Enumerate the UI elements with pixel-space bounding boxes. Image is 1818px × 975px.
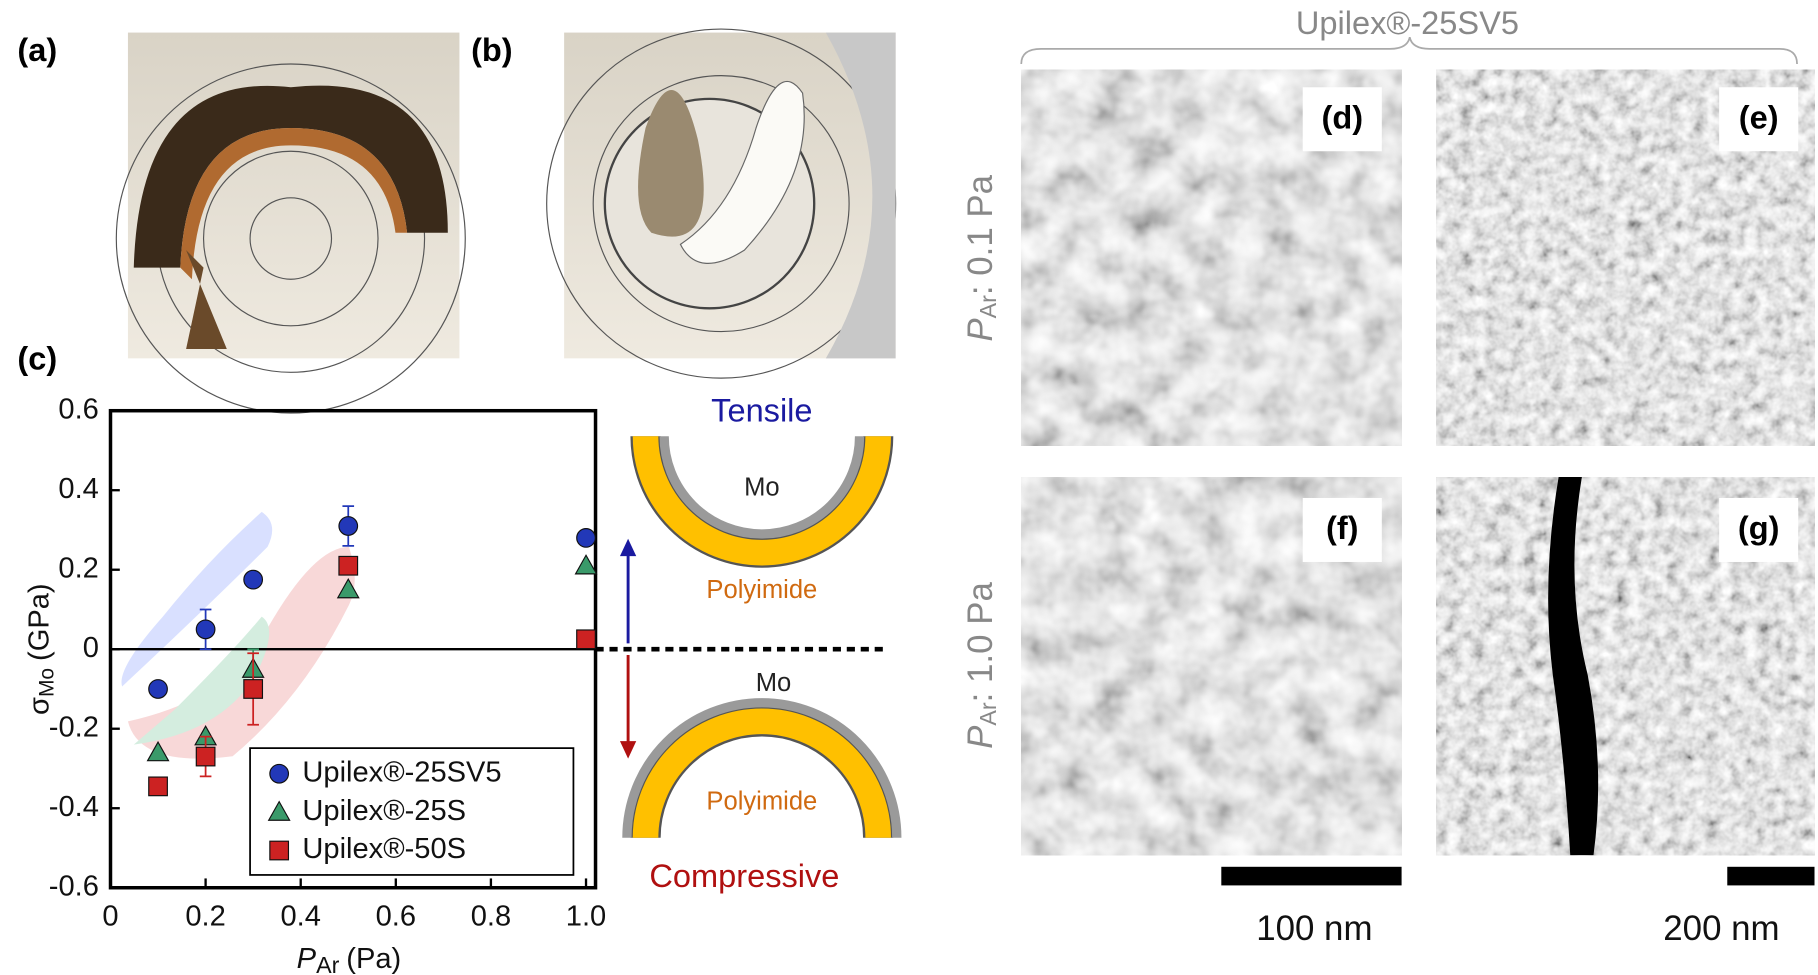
row-sub: Ar [975, 702, 1001, 726]
x-tick-label: 1.0 [566, 901, 606, 933]
marker [338, 555, 359, 576]
tensile-label: Tensile [711, 393, 812, 429]
legend-label: Upilex®-25S [302, 795, 466, 827]
x-tick-label: 0.6 [376, 901, 416, 933]
x-axis-label: PAr (Pa) [297, 943, 402, 975]
marker [576, 629, 596, 650]
layer-label: Mo [756, 669, 792, 697]
y-label-symbol: σ [23, 697, 55, 715]
panel-label: (e) [1739, 99, 1779, 135]
y-tick-label: -0.4 [49, 791, 99, 823]
marker [146, 740, 170, 762]
panel-label: (g) [1738, 510, 1780, 546]
photo-b [546, 28, 897, 379]
x-label-symbol: P [297, 943, 317, 975]
x-tick-label: 0.2 [185, 901, 225, 933]
row-text: : 0.1 Pa [961, 174, 1000, 295]
row-symbol: P [961, 318, 1000, 342]
panel-label: (d) [1321, 99, 1363, 135]
legend-box [249, 747, 575, 876]
marker [574, 554, 598, 575]
chart: PAr (Pa) σMo(GPa) 0.60.40.20-0.2-0.4-0.60… [23, 393, 887, 975]
marker [148, 776, 168, 797]
y-tick-label: -0.2 [49, 711, 99, 743]
marker [576, 528, 596, 548]
scale-label: 200 nm [1663, 909, 1779, 948]
legend-marker [269, 763, 290, 784]
trend-bands [121, 511, 355, 759]
marker [243, 679, 264, 699]
panel-label: (f) [1326, 510, 1359, 546]
scale-label: 100 nm [1256, 909, 1372, 948]
layer-label: Mo [744, 473, 780, 501]
y-tick-label: 0 [83, 632, 99, 664]
scale-bar [1727, 866, 1815, 886]
substrate-label: Polyimide [706, 788, 817, 816]
y-axis-label: σMo (GPa) [23, 583, 58, 715]
legend-label: Upilex®-25SV5 [302, 756, 501, 788]
x-label-unit: (Pa) [346, 943, 401, 975]
stress-diagram: Tensile Mo Polyimide Mo Polyimide Compre… [619, 393, 902, 894]
y-tick-label: 0.4 [58, 473, 98, 505]
panel-label: (c) [17, 340, 57, 376]
panel-label: (b) [471, 32, 513, 68]
row-label: PAr: 0.1 Pa [961, 174, 1001, 341]
legend-marker [269, 840, 290, 861]
photo-a [115, 32, 466, 414]
x-tick-label: 0.4 [280, 901, 320, 933]
scale-bar [1221, 866, 1402, 886]
y-tick-label: 0.6 [58, 393, 98, 425]
marker [338, 516, 359, 536]
legend-marker [267, 800, 291, 821]
y-label-unit: (GPa) [23, 583, 55, 661]
marker [195, 619, 216, 640]
brace [1020, 37, 1798, 65]
sem-title: Upilex®-25SV5 [1296, 5, 1519, 41]
row-text: : 1.0 Pa [961, 582, 1000, 703]
marker [148, 679, 168, 699]
sem-images [1021, 69, 1815, 856]
row-label: PAr: 1.0 Pa [961, 582, 1001, 749]
row-sub: Ar [975, 295, 1001, 319]
y-tick-label: 0.2 [58, 552, 98, 584]
substrate-label: Polyimide [706, 576, 817, 604]
y-label-sub: Mo [35, 668, 58, 697]
compressive-label: Compressive [649, 858, 839, 894]
row-symbol: P [961, 725, 1000, 749]
y-tick-label: -0.6 [49, 870, 99, 902]
marker [243, 569, 264, 590]
x-tick-label: 0.8 [471, 901, 511, 933]
marker [336, 577, 360, 599]
marker [195, 746, 216, 767]
x-label-sub: Ar [316, 952, 340, 975]
legend-label: Upilex®-50S [302, 833, 466, 865]
panel-label: (a) [17, 32, 57, 68]
x-tick-label: 0 [102, 901, 118, 933]
